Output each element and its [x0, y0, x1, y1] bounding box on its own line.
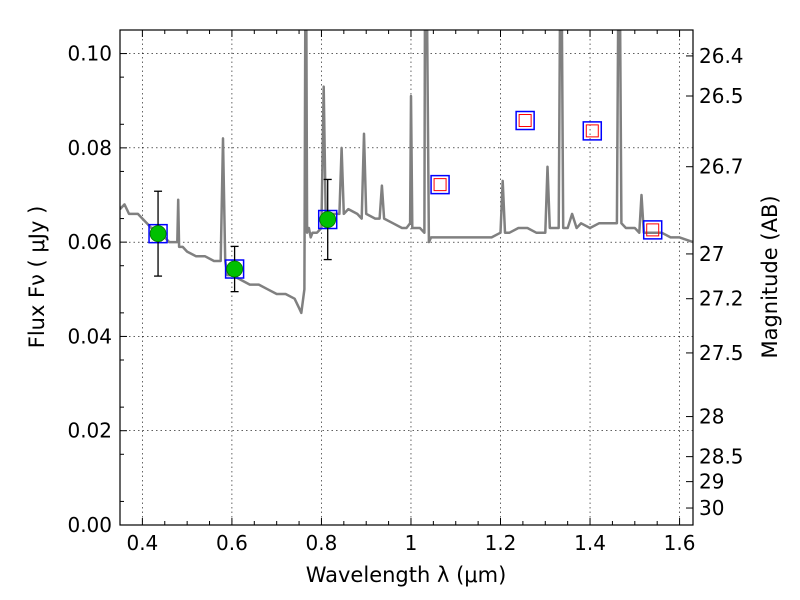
right-tick-label: 28.5	[699, 445, 744, 469]
right-tick-label: 27.5	[699, 341, 744, 365]
spectrum-line	[120, 30, 693, 315]
y-tick-label: 0.08	[67, 136, 112, 160]
y-tick-label: 0.00	[67, 513, 112, 537]
x-tick-label: 1	[405, 531, 418, 555]
right-axis-label: Magnitude (AB)	[758, 195, 782, 358]
x-tick-label: 1.2	[485, 531, 517, 555]
observed-data-point	[319, 211, 337, 228]
right-tick-label: 27.2	[699, 287, 744, 311]
model-photometry-marker	[430, 174, 450, 195]
model-photometry-marker	[582, 121, 603, 141]
right-tick-label: 30	[699, 496, 724, 520]
y-tick-label: 0.04	[67, 324, 112, 348]
x-axis-label: Wavelength λ (μm)	[306, 563, 507, 587]
model-photometry-marker	[642, 220, 663, 240]
x-tick-label: 0.6	[216, 531, 248, 555]
plot-frame	[119, 29, 694, 526]
upper-limit-marker	[518, 114, 532, 128]
right-tick-label: 28	[699, 405, 724, 429]
right-tick-label: 26.7	[699, 155, 744, 179]
y-tick-label: 0.02	[67, 419, 112, 443]
upper-limit-marker	[646, 223, 660, 237]
right-tick-label: 26.5	[699, 84, 744, 108]
model-photometry-marker	[515, 110, 535, 131]
upper-limit-marker	[585, 124, 599, 138]
points-layer	[148, 110, 663, 293]
x-tick-label: 1.6	[664, 531, 696, 555]
y-axis-label: Flux Fν ( μJy )	[25, 206, 49, 349]
x-tick-label: 0.8	[306, 531, 338, 555]
observed-data-point	[149, 225, 167, 243]
ticks-layer: 0.4 0.6 0.8 1 1.2 1.4 1.6 0.00 0.02 0.04 0.06 0.08 0…	[67, 29, 744, 555]
spectrum-layer	[120, 30, 693, 315]
right-tick-label: 29	[699, 470, 724, 494]
y-tick-label: 0.06	[67, 230, 112, 254]
upper-limit-marker	[433, 178, 447, 192]
x-tick-label: 1.4	[574, 531, 606, 555]
right-tick-label: 26.4	[699, 44, 744, 68]
right-tick-label: 27	[699, 242, 724, 266]
observed-data-point	[226, 260, 244, 278]
x-tick-label: 0.4	[126, 531, 158, 555]
y-tick-label: 0.10	[67, 42, 112, 66]
